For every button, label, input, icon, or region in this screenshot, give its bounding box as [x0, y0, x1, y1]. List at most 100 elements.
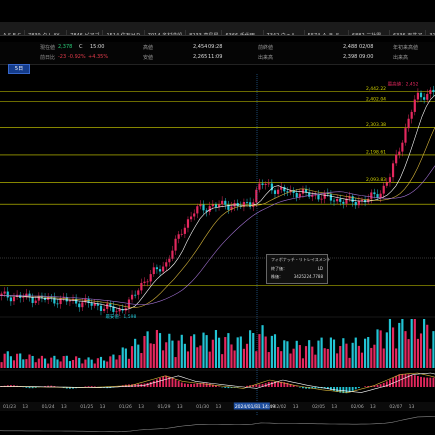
- price-chart[interactable]: 2,442.22 2,402.04 2,303.38 2,198.61 2,093.83…: [0, 74, 435, 435]
- candle-body: [295, 192, 298, 198]
- candle-body: [385, 182, 388, 186]
- oscillator-bar: [131, 384, 133, 387]
- tab-4[interactable]: 7014 名村造船: [145, 30, 187, 35]
- candle-body: [298, 193, 301, 198]
- tab-8[interactable]: 5574 Ａ Ｂ Ｅ...: [305, 30, 349, 35]
- oscillator-bar: [211, 384, 214, 387]
- tab-10[interactable]: 6336 石井ア: [390, 30, 427, 35]
- oscillator-bar: [28, 387, 31, 389]
- tab-6[interactable]: 6366 千代田...: [222, 30, 264, 35]
- volume-bar: [429, 348, 432, 368]
- candle-body: [370, 192, 373, 199]
- volume-bar: [280, 351, 283, 368]
- candle-body: [301, 188, 305, 194]
- change-percent: -0.92%: [68, 54, 86, 60]
- volume-bar: [140, 353, 143, 368]
- volume-bar: [19, 353, 22, 368]
- oscillator-bar: [416, 375, 419, 387]
- volume-bar: [171, 340, 174, 368]
- candle-body: [367, 198, 370, 203]
- oscillator-bar: [280, 381, 283, 387]
- x-axis-cursor-label-bg: [233, 402, 270, 410]
- x-axis-tick-label: 13: [216, 404, 222, 410]
- candle-body: [351, 196, 354, 202]
- oscillator-bar: [149, 382, 152, 387]
- tab-5[interactable]: 8233 高島屋: [186, 30, 223, 35]
- volume-bar: [295, 340, 298, 368]
- volume-bar: [385, 332, 388, 368]
- volume-bar: [413, 319, 416, 368]
- volume-bar: [273, 334, 277, 368]
- volume-bar: [277, 347, 280, 368]
- oscillator-bar: [84, 386, 87, 387]
- candle-body: [289, 189, 292, 193]
- candle-body: [78, 303, 81, 308]
- oscillator-bar: [90, 386, 93, 387]
- volume-bar: [106, 361, 109, 368]
- candle-body: [75, 298, 78, 304]
- candle-body: [37, 295, 40, 301]
- tab-0[interactable]: A S E C: [0, 30, 26, 35]
- volume-bar: [332, 339, 336, 368]
- candle-body: [190, 216, 193, 220]
- candle-body: [426, 93, 429, 100]
- volume-bar: [81, 363, 84, 368]
- oscillator-bar: [25, 387, 28, 388]
- volume-bar: [370, 347, 373, 368]
- volume-bar: [345, 343, 348, 368]
- candle-body: [118, 309, 121, 312]
- oscillator-bar: [410, 374, 413, 387]
- volume-bar: [25, 359, 28, 368]
- oscillator-bar: [31, 387, 34, 389]
- candle-body: [423, 97, 426, 100]
- volume-bar: [373, 344, 376, 368]
- x-axis-tick-label: 01/24: [42, 404, 55, 410]
- volume-bar: [112, 354, 115, 368]
- candle-body: [25, 293, 28, 298]
- volume-bar: [382, 348, 385, 368]
- volume-bar: [388, 319, 392, 368]
- oscillator-bar: [423, 377, 426, 387]
- x-axis-tick-label: 01/26: [119, 404, 132, 410]
- tab-3[interactable]: 1514 住石ＨＤ: [103, 30, 145, 35]
- oscillator-bar: [65, 387, 68, 389]
- tab-2[interactable]: 7846 ピアゴ: [67, 30, 104, 35]
- candle-body: [205, 210, 208, 212]
- oscillator-bar: [354, 387, 357, 390]
- oscillator-bar: [292, 385, 295, 387]
- volume-bar: [314, 354, 317, 368]
- oscillator-bar: [382, 382, 385, 387]
- oscillator-bar: [50, 385, 53, 387]
- volume-bar: [311, 346, 314, 368]
- tab-11[interactable]: 3133 海帆: [426, 30, 435, 35]
- tab-1[interactable]: 7839 ク L AY...: [25, 30, 68, 35]
- tab-7[interactable]: 7342 ウェル...: [264, 30, 305, 35]
- current-price-time: 15:00: [90, 44, 105, 50]
- oscillator-bar: [47, 385, 50, 387]
- volume-bar: [267, 352, 270, 368]
- candle-body: [62, 297, 65, 299]
- volume-bar: [47, 363, 50, 368]
- volume-bar: [233, 350, 236, 368]
- period-button-5day[interactable]: 5日: [8, 64, 30, 74]
- quote-info-panel: 現在値 2,378 C 15:00 前日比 -23 -0.92% +4.35% …: [0, 42, 435, 65]
- volume-bar: [31, 355, 34, 368]
- tab-9[interactable]: 6882 三社電...: [349, 30, 390, 35]
- candle-body: [146, 281, 149, 283]
- candle-body: [43, 297, 47, 300]
- volume-bar: [245, 343, 249, 368]
- candle-body: [196, 206, 199, 214]
- candle-body: [90, 303, 93, 306]
- volume-bar: [217, 337, 221, 368]
- fib-level-label-3: 2,198.61: [366, 149, 386, 155]
- candle-body: [174, 238, 177, 251]
- oscillator-bar: [165, 375, 168, 387]
- volume-bar: [99, 356, 103, 368]
- volume-bar: [199, 345, 202, 368]
- oscillator-bar: [357, 387, 360, 389]
- x-axis-tick-label: 2024/01/31 14:49: [235, 404, 275, 410]
- x-axis-tick-label: 01/30: [196, 404, 209, 410]
- candle-body: [12, 296, 16, 302]
- ma-short-line: [0, 94, 435, 310]
- volume-bar: [37, 358, 40, 368]
